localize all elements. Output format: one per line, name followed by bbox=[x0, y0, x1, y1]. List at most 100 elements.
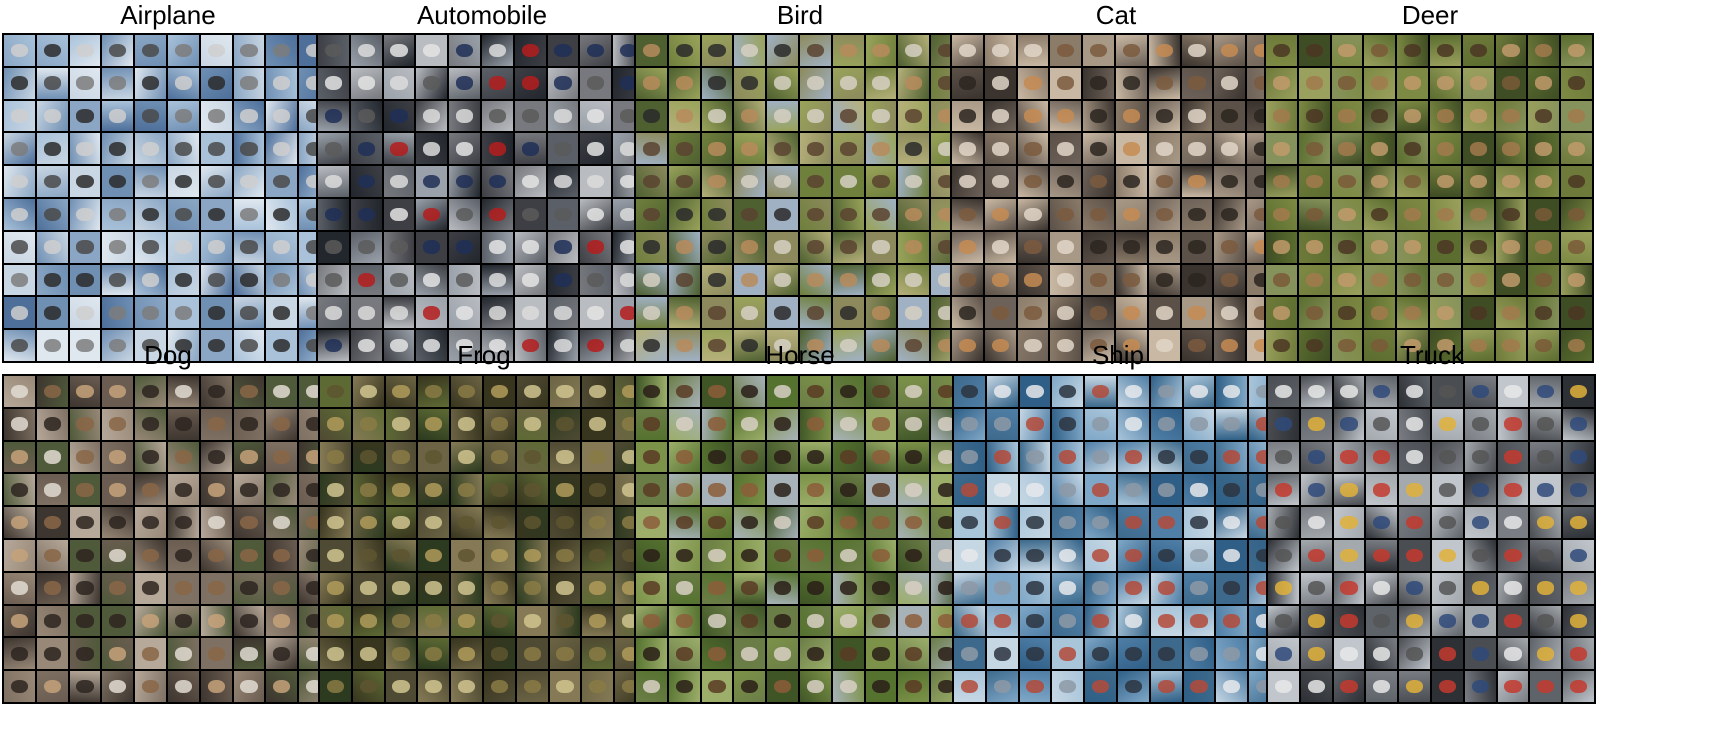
thumbnail-image bbox=[866, 297, 897, 328]
thumbnail-image bbox=[548, 35, 579, 66]
thumbnail-image bbox=[384, 166, 415, 197]
thumbnail-image bbox=[102, 638, 133, 669]
thumbnail-image bbox=[1397, 166, 1428, 197]
thumbnail-image bbox=[767, 166, 798, 197]
thumbnail-image bbox=[954, 474, 985, 505]
thumbnail-image bbox=[1266, 265, 1297, 296]
thumbnail-image bbox=[418, 442, 449, 473]
thumbnail-image bbox=[636, 671, 667, 702]
thumbnail-image bbox=[135, 35, 166, 66]
thumbnail-image bbox=[4, 409, 35, 440]
thumbnail-image bbox=[1184, 376, 1215, 407]
thumbnail-image bbox=[866, 166, 897, 197]
thumbnail-image bbox=[1020, 606, 1051, 637]
thumbnail-image bbox=[1432, 638, 1463, 669]
thumbnail-image bbox=[669, 166, 700, 197]
thumbnail-image bbox=[266, 232, 297, 263]
thumbnail-image bbox=[201, 638, 232, 669]
thumbnail-image bbox=[234, 540, 265, 571]
thumbnail-image bbox=[636, 409, 667, 440]
thumbnail-image bbox=[1432, 409, 1463, 440]
thumbnail-image bbox=[669, 101, 700, 132]
thumbnail-image bbox=[1216, 606, 1247, 637]
thumbnail-image bbox=[135, 166, 166, 197]
thumbnail-image bbox=[898, 199, 929, 230]
thumbnail-image bbox=[37, 638, 68, 669]
thumbnail-image bbox=[70, 265, 101, 296]
thumbnail-image bbox=[582, 573, 613, 604]
thumbnail-image bbox=[952, 297, 983, 328]
thumbnail-image bbox=[669, 671, 700, 702]
thumbnail-image bbox=[266, 638, 297, 669]
thumbnail-image bbox=[1020, 442, 1051, 473]
thumbnail-image bbox=[418, 573, 449, 604]
thumbnail-image bbox=[1118, 442, 1149, 473]
thumbnail-image bbox=[866, 540, 897, 571]
thumbnail-image bbox=[1301, 442, 1332, 473]
thumbnail-image bbox=[1083, 166, 1114, 197]
thumbnail-image bbox=[1116, 265, 1147, 296]
thumbnail-image bbox=[266, 199, 297, 230]
thumbnail-image bbox=[418, 474, 449, 505]
thumbnail-image bbox=[734, 265, 765, 296]
thumbnail-image bbox=[734, 232, 765, 263]
thumbnail-image bbox=[1149, 133, 1180, 164]
thumbnail-image bbox=[1301, 376, 1332, 407]
thumbnail-image bbox=[37, 199, 68, 230]
thumbnail-image bbox=[416, 199, 447, 230]
thumbnail-image bbox=[669, 540, 700, 571]
thumbnail-image bbox=[1085, 442, 1116, 473]
thumbnail-image bbox=[1528, 35, 1559, 66]
thumbnail-image bbox=[734, 376, 765, 407]
thumbnail-image bbox=[416, 133, 447, 164]
thumbnail-image bbox=[1018, 265, 1049, 296]
thumbnail-image bbox=[102, 606, 133, 637]
thumbnail-image bbox=[985, 232, 1016, 263]
thumbnail-image bbox=[1216, 540, 1247, 571]
thumbnail-image bbox=[1530, 376, 1561, 407]
thumbnail-image bbox=[1149, 199, 1180, 230]
thumbnail-image bbox=[1151, 638, 1182, 669]
thumbnail-image bbox=[4, 671, 35, 702]
thumbnail-image bbox=[1432, 540, 1463, 571]
thumbnail-image bbox=[1463, 297, 1494, 328]
thumbnail-image bbox=[954, 507, 985, 538]
thumbnail-image bbox=[1430, 166, 1461, 197]
thumbnail-image bbox=[548, 265, 579, 296]
thumbnail-image bbox=[1332, 166, 1363, 197]
thumbnail-image bbox=[484, 573, 515, 604]
thumbnail-image bbox=[1116, 133, 1147, 164]
thumbnail-image bbox=[135, 101, 166, 132]
thumbnail-image bbox=[1052, 409, 1083, 440]
thumbnail-image bbox=[70, 133, 101, 164]
thumbnail-image bbox=[1366, 507, 1397, 538]
thumbnail-image bbox=[800, 638, 831, 669]
thumbnail-image bbox=[1149, 35, 1180, 66]
thumbnail-image bbox=[636, 638, 667, 669]
thumbnail-image bbox=[168, 606, 199, 637]
thumbnail-image bbox=[320, 409, 351, 440]
thumbnail-image bbox=[168, 101, 199, 132]
thumbnail-image bbox=[767, 474, 798, 505]
thumbnail-image bbox=[1268, 376, 1299, 407]
thumbnail-image bbox=[234, 442, 265, 473]
thumbnail-image bbox=[636, 376, 667, 407]
thumbnail-image bbox=[515, 265, 546, 296]
thumbnail-image bbox=[102, 101, 133, 132]
thumbnail-image bbox=[734, 638, 765, 669]
thumbnail-image bbox=[515, 199, 546, 230]
thumbnail-image bbox=[135, 409, 166, 440]
panel-title: Frog bbox=[318, 340, 650, 370]
thumbnail-image bbox=[1020, 474, 1051, 505]
thumbnail-image bbox=[386, 606, 417, 637]
thumbnail-image bbox=[898, 101, 929, 132]
panel-title: Automobile bbox=[316, 0, 648, 30]
thumbnail-image bbox=[318, 199, 349, 230]
thumbnail-image bbox=[1266, 199, 1297, 230]
thumbnail-image bbox=[515, 68, 546, 99]
thumbnail-image bbox=[800, 573, 831, 604]
thumbnail-image bbox=[1151, 409, 1182, 440]
thumbnail-image bbox=[800, 442, 831, 473]
thumbnail-image bbox=[1050, 101, 1081, 132]
thumbnail-image bbox=[135, 297, 166, 328]
